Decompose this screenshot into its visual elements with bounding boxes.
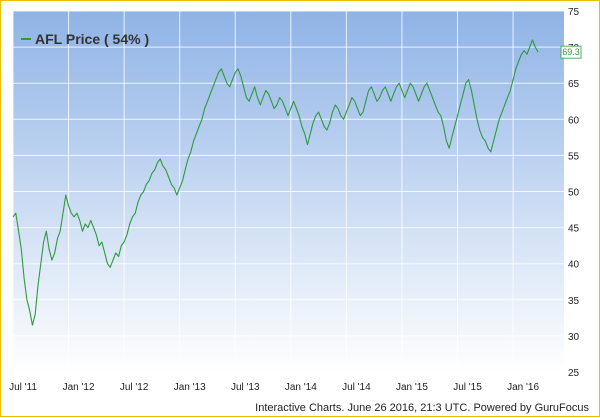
y-tick-label: 65 bbox=[568, 79, 580, 90]
last-value-box bbox=[560, 45, 582, 59]
x-tick-label: Jan '14 bbox=[285, 382, 317, 393]
y-tick-label: 35 bbox=[568, 296, 580, 307]
last-value-label: 69.3 bbox=[562, 47, 580, 57]
y-tick-label: 40 bbox=[568, 260, 580, 271]
y-tick-label: 25 bbox=[568, 368, 580, 379]
legend-label: AFL Price ( 54% ) bbox=[35, 31, 149, 47]
x-tick-label: Jul '13 bbox=[231, 382, 260, 393]
legend: AFL Price ( 54% ) bbox=[21, 31, 149, 47]
y-tick-label: 75 bbox=[568, 7, 580, 18]
series-layer bbox=[12, 39, 539, 326]
x-tick-label: Jan '16 bbox=[507, 382, 539, 393]
x-tick-label: Jul '12 bbox=[120, 382, 149, 393]
y-tick-label: 45 bbox=[568, 224, 580, 235]
x-tick-label: Jan '13 bbox=[174, 382, 206, 393]
x-tick-label: Jul '14 bbox=[342, 382, 371, 393]
last-value-tag: 69.3 bbox=[560, 45, 582, 59]
y-axis-ticks: 2530354045505560657075 bbox=[568, 7, 580, 379]
x-tick-label: Jan '15 bbox=[396, 382, 428, 393]
x-tick-label: Jul '15 bbox=[453, 382, 482, 393]
x-axis-ticks: Jul '11 Jan '12 Jul '12 Jan '13 Jul '13 Jan '… bbox=[9, 382, 539, 393]
series-line-afl-price bbox=[12, 39, 539, 326]
grid-lines bbox=[12, 10, 564, 373]
y-tick-label: 30 bbox=[568, 332, 580, 343]
y-tick-label: 60 bbox=[568, 115, 580, 126]
chart-footer: Interactive Charts. June 26 2016, 21:3 U… bbox=[255, 402, 589, 414]
y-tick-label: 50 bbox=[568, 188, 580, 199]
x-tick-label: Jan '12 bbox=[63, 382, 95, 393]
x-tick-label: Jul '11 bbox=[9, 382, 37, 393]
y-tick-label: 55 bbox=[568, 151, 580, 162]
